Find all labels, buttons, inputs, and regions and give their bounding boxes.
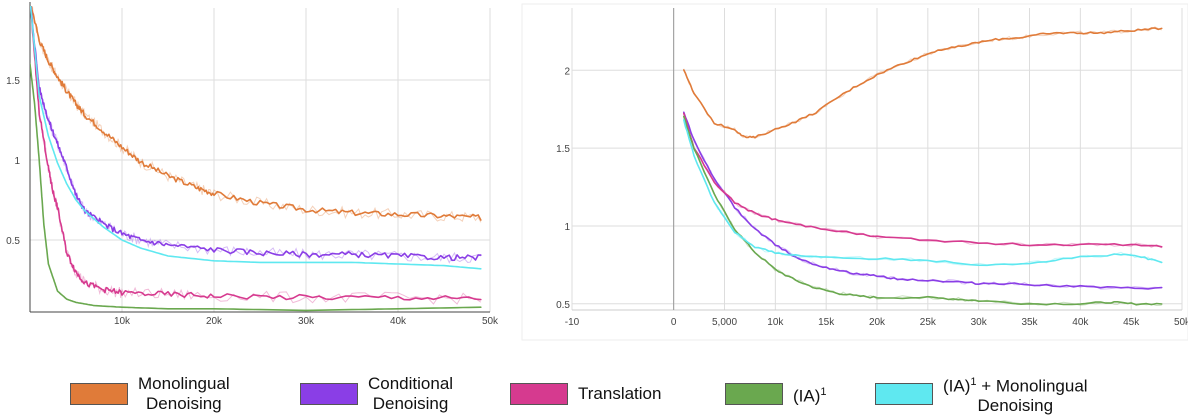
x-tick-label: 35k	[1021, 317, 1038, 328]
legend-item-ia-mono: (IA)1 + Monolingual Denoising	[875, 372, 1088, 416]
series-line-ia	[30, 63, 482, 312]
legend-item-translation: Translation	[510, 372, 661, 416]
chart-frame	[521, 3, 1188, 341]
y-tick-label: 1	[564, 222, 570, 233]
x-tick-label: -10	[565, 317, 580, 328]
series-line-monolingual	[683, 27, 1163, 139]
series-line-ia	[683, 115, 1163, 306]
legend-item-ia: (IA)1	[725, 372, 827, 416]
series-raw-monolingual	[683, 26, 1162, 139]
y-tick-label: 0.5	[6, 236, 20, 247]
right-chart-panel: -10 0 5,000 10k 15k 20k 25k 30k 35k 40k 45k 50k 0.5 1…	[521, 3, 1188, 341]
legend-swatch-translation	[510, 383, 568, 405]
y-tick-label: 0.5	[556, 300, 570, 311]
series-line-translation	[30, 6, 482, 301]
series-line-conditional	[30, 6, 482, 262]
x-tick-label: 15k	[818, 317, 835, 328]
x-tick-label: 20k	[206, 316, 223, 327]
x-tick-label: 10k	[114, 316, 131, 327]
x-tick-label: 5,000	[712, 317, 737, 328]
y-tick-label: 1.5	[6, 76, 20, 87]
legend-item-monolingual: Monolingual Denoising	[70, 372, 230, 416]
legend-swatch-monolingual	[70, 383, 128, 405]
x-tick-label: 45k	[1123, 317, 1140, 328]
legend-label-monolingual: Monolingual Denoising	[138, 374, 230, 413]
x-tick-label: 40k	[1072, 317, 1089, 328]
x-tick-label: 0	[671, 317, 677, 328]
y-tick-label: 1	[14, 156, 20, 167]
legend-label-translation: Translation	[578, 384, 662, 403]
series-raw-translation	[30, 6, 482, 305]
legend-item-conditional: Conditional Denoising	[300, 372, 453, 416]
x-tick-label: 25k	[920, 317, 937, 328]
series-line-ia_mono	[683, 119, 1163, 267]
legend-swatch-conditional	[300, 383, 358, 405]
x-tick-label: 20k	[869, 317, 886, 328]
left-chart-panel: 10k 20k 30k 40k 50k 0.5 1 1.5	[6, 2, 499, 327]
x-tick-label: 50k	[482, 316, 499, 327]
x-tick-label: 30k	[971, 317, 988, 328]
x-tick-label: 30k	[298, 316, 315, 327]
legend-label-conditional: Conditional Denoising	[368, 374, 454, 413]
y-tick-label: 2	[564, 66, 570, 77]
series-line-conditional	[683, 111, 1163, 290]
series-line-translation	[683, 112, 1163, 248]
legend-label-ia-mono: (IA)1 + Monolingual Denoising	[943, 375, 1088, 416]
x-tick-label: 10k	[767, 317, 784, 328]
x-tick-label: 40k	[390, 316, 407, 327]
y-tick-label: 1.5	[556, 144, 570, 155]
legend-swatch-ia	[725, 383, 783, 405]
series-raw-monolingual	[30, 6, 482, 223]
legend-label-ia: (IA)1	[793, 385, 827, 406]
plot-area	[30, 6, 482, 312]
legend: Monolingual Denoising Conditional Denoisin…	[0, 366, 1188, 416]
series-line-ia_mono	[30, 6, 482, 270]
series-raw-ia	[683, 116, 1162, 307]
series-raw-conditional	[683, 113, 1162, 290]
series-line-monolingual	[30, 6, 482, 221]
legend-swatch-ia-mono	[875, 383, 933, 405]
plot-area	[683, 26, 1163, 307]
x-tick-label: 50k	[1174, 317, 1188, 328]
series-raw-conditional	[30, 6, 482, 264]
